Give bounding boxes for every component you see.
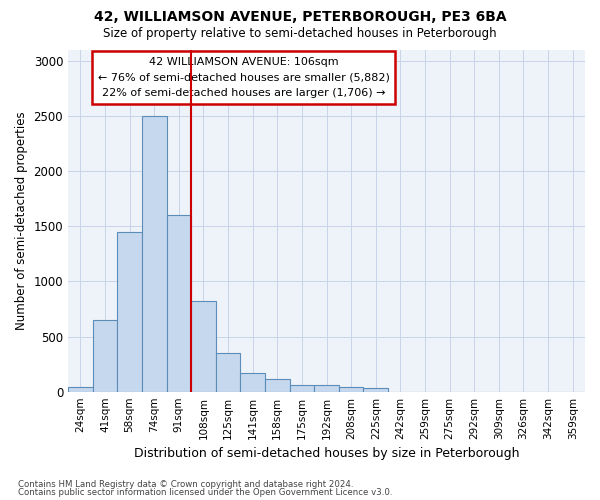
Text: 42, WILLIAMSON AVENUE, PETERBOROUGH, PE3 6BA: 42, WILLIAMSON AVENUE, PETERBOROUGH, PE3… xyxy=(94,10,506,24)
X-axis label: Distribution of semi-detached houses by size in Peterborough: Distribution of semi-detached houses by … xyxy=(134,447,519,460)
Bar xyxy=(290,384,314,392)
Bar xyxy=(241,373,265,392)
Text: 42 WILLIAMSON AVENUE: 106sqm
← 76% of semi-detached houses are smaller (5,882)
2: 42 WILLIAMSON AVENUE: 106sqm ← 76% of se… xyxy=(98,57,390,98)
Text: Contains HM Land Registry data © Crown copyright and database right 2024.: Contains HM Land Registry data © Crown c… xyxy=(18,480,353,489)
Bar xyxy=(216,353,241,392)
Bar xyxy=(191,300,216,392)
Text: Size of property relative to semi-detached houses in Peterborough: Size of property relative to semi-detach… xyxy=(103,28,497,40)
Bar xyxy=(364,388,388,392)
Bar xyxy=(68,388,92,392)
Bar xyxy=(117,232,142,392)
Bar xyxy=(92,320,117,392)
Bar xyxy=(167,216,191,392)
Bar xyxy=(339,388,364,392)
Text: Contains public sector information licensed under the Open Government Licence v3: Contains public sector information licen… xyxy=(18,488,392,497)
Bar xyxy=(142,116,167,392)
Bar xyxy=(314,385,339,392)
Y-axis label: Number of semi-detached properties: Number of semi-detached properties xyxy=(15,112,28,330)
Bar xyxy=(265,379,290,392)
